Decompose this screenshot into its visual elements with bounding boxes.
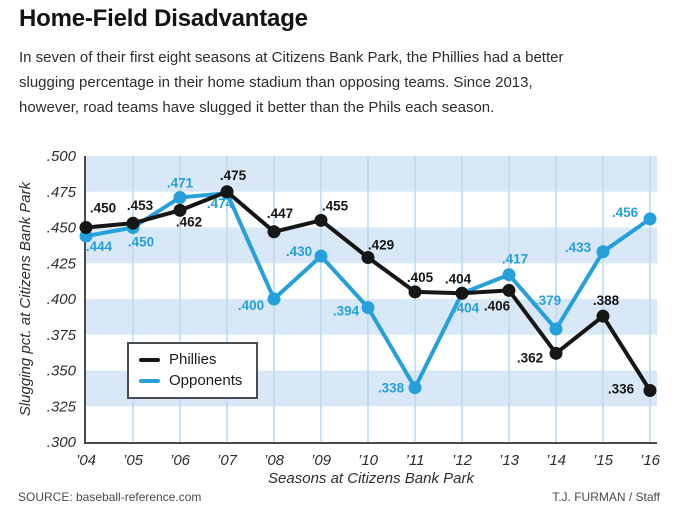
phillies-point	[79, 221, 93, 234]
legend: Phillies Opponents	[127, 342, 259, 399]
x-tick-label: ’09	[311, 452, 332, 469]
y-tick-label: .450	[47, 220, 77, 237]
point-label: .450	[128, 235, 154, 250]
legend-label-phillies: Phillies	[169, 351, 217, 368]
phillies-point	[502, 283, 516, 297]
point-label: .394	[333, 304, 360, 319]
phillies-point	[314, 213, 328, 227]
x-tick-label: ’11	[406, 452, 425, 469]
phillies-point	[455, 286, 469, 300]
point-label: .450	[90, 201, 116, 216]
point-label: .338	[378, 381, 405, 396]
opponents-point-labels: .444 .450 .471 .474 .400 .430 .394 .338 .404 .417…	[86, 175, 639, 395]
point-label: .453	[127, 198, 154, 213]
phillies-point	[173, 203, 187, 217]
point-label: .404	[445, 271, 472, 286]
opponents-point	[502, 268, 516, 282]
phillies-point	[596, 309, 610, 323]
opponents-point	[549, 322, 563, 336]
y-tick-label: .475	[47, 184, 77, 201]
point-label: .405	[407, 270, 434, 285]
point-label: .379	[535, 293, 561, 308]
x-tick-label: ’04	[76, 452, 96, 469]
y-tick-label: .500	[47, 148, 77, 165]
legend-item-opponents: Opponents	[139, 372, 242, 389]
x-tick-label: ’12	[452, 452, 473, 469]
x-tick-label: ’14	[546, 452, 566, 469]
phillies-line-swatch	[139, 357, 160, 362]
point-label: .462	[176, 214, 202, 229]
point-label: .471	[167, 175, 194, 190]
phillies-series	[79, 185, 657, 398]
point-label: .429	[368, 238, 394, 253]
y-tick-label: .425	[47, 255, 77, 272]
point-label: .474	[207, 196, 234, 211]
x-tick-label: ’08	[264, 452, 285, 469]
phillies-point	[408, 285, 422, 299]
x-axis-title: Seasons at Citizens Bank Park	[268, 470, 474, 487]
point-label: .447	[267, 206, 293, 221]
x-tick-labels: ’04 ’05 ’06 ’07 ’08 ’09 ’10 ’11 ’12 ’13 ’14 ’15 ’16	[76, 452, 661, 469]
point-label: .336	[608, 382, 635, 397]
x-tick-label: ’05	[123, 452, 144, 469]
point-label: .455	[322, 198, 349, 213]
point-label: .444	[86, 239, 113, 254]
point-label: .400	[238, 298, 264, 313]
chart-title: Home-Field Disadvantage	[19, 5, 308, 32]
x-tick-label: ’10	[358, 452, 379, 469]
point-label: .417	[502, 252, 528, 267]
opponents-point	[267, 292, 281, 306]
point-label: .456	[612, 205, 639, 220]
chart-subtitle: In seven of their first eight seasons at…	[19, 49, 564, 116]
y-tick-label: .400	[47, 291, 77, 308]
point-label: .430	[286, 244, 312, 259]
phillies-point	[126, 216, 140, 230]
point-label: .406	[484, 298, 511, 313]
phillies-point	[549, 346, 563, 360]
legend-item-phillies: Phillies	[139, 351, 242, 368]
source-credit: SOURCE: baseball-reference.com	[18, 490, 202, 504]
author-credit: T.J. FURMAN / Staff	[552, 490, 660, 504]
x-tick-label: ’16	[640, 452, 661, 469]
point-label: .475	[220, 168, 247, 183]
x-tick-label: ’06	[170, 452, 191, 469]
opponents-point	[643, 212, 657, 226]
point-label: .404	[453, 300, 480, 315]
y-tick-labels: .500 .475 .450 .425 .400 .375 .350 .325 .300	[47, 148, 77, 451]
legend-label-opponents: Opponents	[169, 372, 243, 389]
phillies-point	[361, 251, 375, 265]
phillies-point-labels: .450 .453 .462 .475 .447 .455 .429 .405 .404 .406…	[90, 168, 635, 397]
opponents-point	[596, 245, 610, 259]
y-axis-title: Slugging pct. at Citizens Bank Park	[17, 181, 34, 417]
y-tick-label: .300	[47, 434, 77, 451]
x-tick-label: ’07	[217, 452, 238, 469]
opponents-point	[361, 301, 375, 315]
point-label: .362	[517, 350, 543, 365]
phillies-point	[267, 225, 281, 239]
opponents-point	[314, 249, 328, 263]
phillies-point	[220, 185, 234, 199]
y-tick-label: .375	[47, 327, 77, 344]
point-label: .433	[565, 240, 592, 255]
opponents-line-swatch	[139, 378, 160, 383]
phillies-point	[643, 384, 657, 398]
x-tick-label: ’13	[499, 452, 520, 469]
point-label: .388	[593, 293, 620, 308]
opponents-point	[408, 381, 422, 395]
y-tick-label: .350	[47, 363, 77, 380]
y-tick-label: .325	[47, 398, 77, 415]
opponents-point	[173, 190, 187, 204]
x-tick-label: ’15	[593, 452, 614, 469]
